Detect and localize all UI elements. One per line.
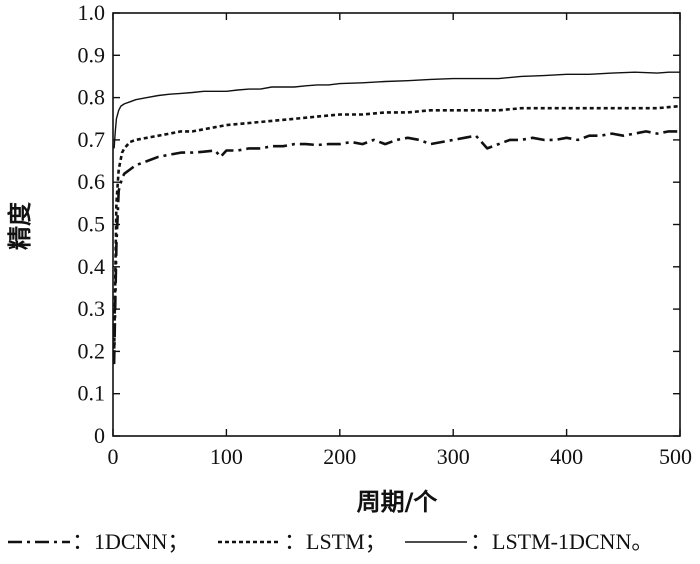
y-tick-label: 0.1	[78, 381, 106, 406]
x-axis: 0 100 200 300 400 500	[108, 13, 692, 469]
y-axis: 0 0.1 0.2 0.3 0.4 0.5 0.6 0.7 0.8 0.9 1.0	[78, 0, 680, 448]
legend-label: ：1DCNN；	[72, 529, 189, 554]
series-line-lstm	[112, 104, 681, 356]
y-tick-label: 0.9	[78, 42, 106, 67]
x-tick-label: 100	[210, 444, 243, 469]
y-tick-label: 0	[94, 423, 105, 448]
y-tick-label: 0.8	[78, 85, 106, 110]
x-tick-label: 0	[108, 444, 119, 469]
x-tick-label: 200	[323, 444, 356, 469]
series-line-1dcnn	[112, 130, 680, 365]
plot-area	[112, 71, 681, 365]
plot-frame	[112, 12, 681, 437]
x-tick-label: 400	[550, 444, 583, 469]
x-tick-label: 500	[659, 444, 692, 469]
series-line-lstm-1dcnn	[113, 71, 680, 149]
y-tick-label: 0.4	[78, 254, 106, 279]
y-tick-label: 0.6	[78, 169, 106, 194]
y-tick-label: 0.5	[78, 212, 106, 237]
y-axis-title: 精度	[6, 201, 34, 250]
y-tick-label: 0.7	[78, 127, 106, 152]
y-tick-label: 0.2	[78, 338, 106, 363]
y-tick-label: 1.0	[78, 0, 106, 25]
legend-label: ：LSTM；	[284, 529, 387, 554]
x-axis-title: 周期/个	[357, 488, 439, 516]
legend: ：1DCNN； ：LSTM； ：LSTM-1DCNN。	[8, 529, 653, 554]
legend-label: ：LSTM-1DCNN。	[470, 529, 653, 554]
x-tick-label: 300	[437, 444, 470, 469]
y-tick-label: 0.3	[78, 296, 106, 321]
